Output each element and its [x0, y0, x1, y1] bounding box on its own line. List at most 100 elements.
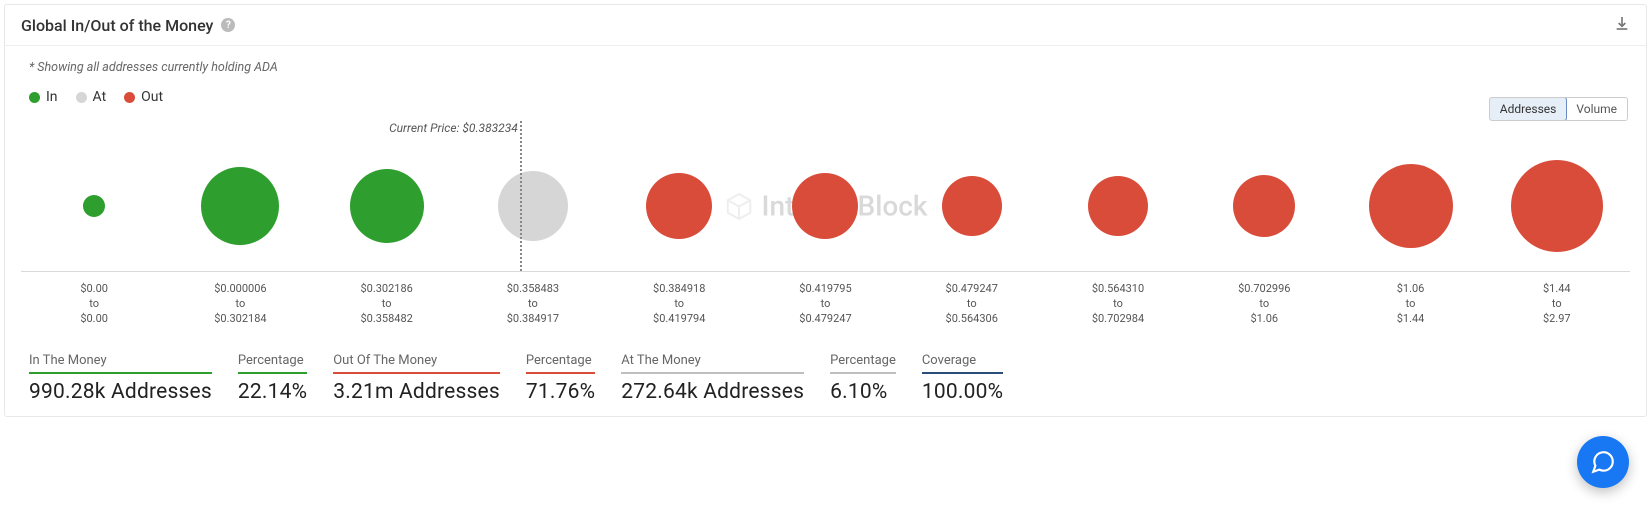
bubble-out [1233, 175, 1295, 237]
toggle-group: Addresses Volume [1489, 97, 1628, 121]
giom-card: Global In/Out of the Money ? * Showing a… [4, 4, 1647, 417]
bubble-cell[interactable] [460, 141, 606, 271]
summary-block: Percentage 22.14% [238, 353, 307, 404]
summary-row: In The Money 990.28k Addresses Percentage 2… [5, 327, 1646, 404]
range-from: $0.564310 [1045, 282, 1191, 297]
legend-item-at[interactable]: At [76, 89, 107, 105]
summary-label: Percentage [830, 353, 896, 374]
range-from: $0.358483 [460, 282, 606, 297]
summary-label: At The Money [621, 353, 804, 374]
axis-label: $0.302186to$0.358482 [314, 282, 460, 327]
range-word: to [1045, 297, 1191, 312]
axis-label: $0.702996to$1.06 [1191, 282, 1337, 327]
summary-label: Percentage [238, 353, 307, 374]
card-title: Global In/Out of the Money [21, 16, 213, 35]
range-word: to [752, 297, 898, 312]
legend: In At Out [5, 83, 1646, 111]
range-to: $1.06 [1191, 312, 1337, 327]
bubble-out [1511, 160, 1603, 252]
bubble-out [792, 173, 858, 239]
range-to: $0.302184 [167, 312, 313, 327]
range-from: $1.44 [1484, 282, 1630, 297]
range-to: $0.00 [21, 312, 167, 327]
summary-block: Percentage71.76% [526, 353, 595, 404]
bubble-out [942, 176, 1002, 236]
summary-value: 3.21m Addresses [333, 380, 500, 404]
legend-dot-out [124, 92, 135, 103]
range-to: $0.702984 [1045, 312, 1191, 327]
range-word: to [1191, 297, 1337, 312]
card-title-wrap: Global In/Out of the Money ? [21, 16, 235, 35]
bubble-cell[interactable] [1484, 141, 1630, 271]
current-price-line [520, 121, 522, 271]
current-price-label: Current Price: $0.383234 [389, 121, 520, 135]
range-word: to [899, 297, 1045, 312]
legend-item-in[interactable]: In [29, 89, 58, 105]
axis-label: $0.000006to$0.302184 [167, 282, 313, 327]
summary-value: 272.64k Addresses [621, 380, 804, 404]
toggle-volume[interactable]: Volume [1566, 98, 1627, 120]
range-from: $0.000006 [167, 282, 313, 297]
summary-block: In The Money 990.28k Addresses [29, 353, 212, 404]
bubble-at [498, 171, 568, 241]
range-to: $0.358482 [314, 312, 460, 327]
axis-label: $0.479247to$0.564306 [899, 282, 1045, 327]
summary-value: 22.14% [238, 380, 307, 404]
axis-labels: $0.00to$0.00$0.000006to$0.302184$0.30218… [21, 282, 1630, 327]
bubble-in [201, 167, 279, 245]
axis-label: $0.564310to$0.702984 [1045, 282, 1191, 327]
axis-label: $0.358483to$0.384917 [460, 282, 606, 327]
bubble-cell[interactable] [167, 141, 313, 271]
bubble-cell[interactable] [1337, 141, 1483, 271]
bubble-cell[interactable] [1191, 141, 1337, 271]
range-to: $0.479247 [752, 312, 898, 327]
subnote: * Showing all addresses currently holdin… [5, 46, 1646, 83]
axis-label: $1.06to$1.44 [1337, 282, 1483, 327]
range-from: $0.302186 [314, 282, 460, 297]
legend-dot-at [76, 92, 87, 103]
summary-label: Coverage [922, 353, 1003, 374]
bubble-out [1088, 176, 1148, 236]
bubble-cell[interactable] [606, 141, 752, 271]
card-header: Global In/Out of the Money ? [5, 5, 1646, 46]
range-from: $0.00 [21, 282, 167, 297]
range-to: $1.44 [1337, 312, 1483, 327]
toggle-addresses[interactable]: Addresses [1489, 97, 1568, 121]
legend-label-in: In [46, 89, 58, 105]
bubble-cell[interactable] [1045, 141, 1191, 271]
axis-label: $1.44to$2.97 [1484, 282, 1630, 327]
summary-block: Percentage6.10% [830, 353, 896, 404]
bubble-cell[interactable] [21, 141, 167, 271]
chart-area: Current Price: $0.383234 IntoTheBlock [21, 141, 1630, 272]
chat-fab[interactable] [1577, 436, 1629, 488]
summary-label: Out Of The Money [333, 353, 500, 374]
legend-item-out[interactable]: Out [124, 89, 163, 105]
download-icon[interactable] [1614, 15, 1630, 35]
range-to: $0.384917 [460, 312, 606, 327]
range-word: to [460, 297, 606, 312]
range-from: $1.06 [1337, 282, 1483, 297]
bubble-row [21, 141, 1630, 271]
bubble-in [83, 195, 105, 217]
range-word: to [314, 297, 460, 312]
range-word: to [167, 297, 313, 312]
summary-label: Percentage [526, 353, 595, 374]
axis-label: $0.384918to$0.419794 [606, 282, 752, 327]
axis-label: $0.419795to$0.479247 [752, 282, 898, 327]
help-icon[interactable]: ? [221, 18, 235, 32]
bubble-cell[interactable] [752, 141, 898, 271]
range-to: $0.419794 [606, 312, 752, 327]
legend-label-out: Out [141, 89, 163, 105]
range-to: $2.97 [1484, 312, 1630, 327]
bubble-out [646, 173, 712, 239]
bubble-cell[interactable] [899, 141, 1045, 271]
bubble-cell[interactable] [314, 141, 460, 271]
range-word: to [606, 297, 752, 312]
legend-label-at: At [93, 89, 107, 105]
summary-value: 990.28k Addresses [29, 380, 212, 404]
bubble-out [1369, 164, 1453, 248]
range-from: $0.702996 [1191, 282, 1337, 297]
range-from: $0.419795 [752, 282, 898, 297]
summary-label: In The Money [29, 353, 212, 374]
range-from: $0.479247 [899, 282, 1045, 297]
